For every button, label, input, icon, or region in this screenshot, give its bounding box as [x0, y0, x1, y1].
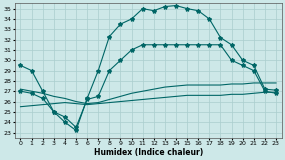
X-axis label: Humidex (Indice chaleur): Humidex (Indice chaleur)	[93, 148, 203, 156]
